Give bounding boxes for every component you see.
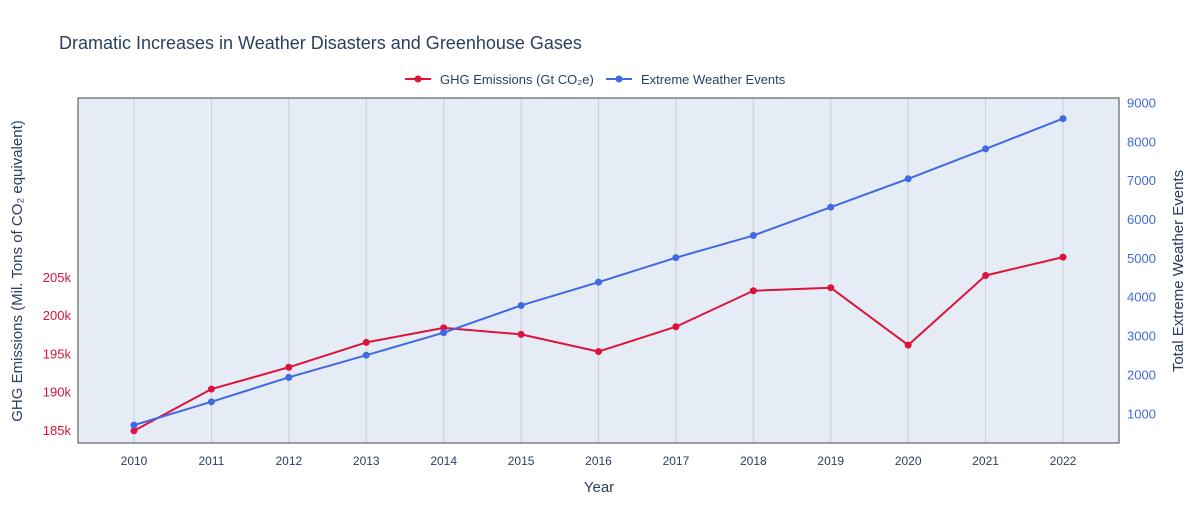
data-point-ghg-2016[interactable] <box>595 348 602 356</box>
right-y-tick-label-3000: 3000 <box>1127 329 1156 344</box>
left-y-axis-ticks: 185k 190k 195k 200k 205k <box>43 270 72 438</box>
data-point-ghg-2017[interactable] <box>672 323 680 331</box>
data-point-ghg-2021[interactable] <box>982 271 990 279</box>
plot-frame <box>77 97 1120 444</box>
x-tick-label-2020: 2020 <box>895 454 922 468</box>
data-point-ghg-2012[interactable] <box>285 363 293 371</box>
data-point-extreme-weather-2011[interactable] <box>207 398 215 406</box>
chart-legend: GHG Emissions (Gt CO₂e) Extreme Weather … <box>405 72 786 87</box>
x-tick-label-2016: 2016 <box>585 454 612 468</box>
data-point-ghg-2018[interactable] <box>749 287 757 295</box>
right-y-tick-label-5000: 5000 <box>1127 251 1156 266</box>
x-tick-label-2012: 2012 <box>275 454 302 468</box>
x-tick-label-2011: 2011 <box>199 454 225 468</box>
x-axis-ticks: 2010 2011 2012 2013 2014 2015 2016 2017 2018 2019… <box>121 454 1077 468</box>
x-tick-label-2010: 2010 <box>121 454 148 468</box>
data-point-extreme-weather-2010[interactable] <box>130 421 138 429</box>
data-point-ghg-2013[interactable] <box>362 338 370 346</box>
legend-label-ghg: GHG Emissions (Gt CO₂e) <box>440 72 594 87</box>
right-y-tick-label-8000: 8000 <box>1127 134 1156 149</box>
x-tick-label-2021: 2021 <box>972 454 999 468</box>
x-tick-label-2022: 2022 <box>1050 454 1077 468</box>
left-y-axis-title: GHG Emissions (Mil. Tons of CO₂ equivale… <box>9 120 26 421</box>
right-y-tick-label-1000: 1000 <box>1127 406 1156 421</box>
right-y-tick-label-6000: 6000 <box>1127 212 1156 227</box>
data-point-extreme-weather-2015[interactable] <box>517 301 525 309</box>
left-y-tick-label-185000: 185k <box>43 423 72 438</box>
right-y-axis-title: Total Extreme Weather Events <box>1170 170 1187 372</box>
data-point-extreme-weather-2017[interactable] <box>672 254 680 262</box>
data-point-extreme-weather-2012[interactable] <box>285 373 293 381</box>
left-y-tick-label-205000: 205k <box>43 270 72 285</box>
legend-item-ghg[interactable]: GHG Emissions (Gt CO₂e) <box>405 72 594 87</box>
data-point-extreme-weather-2022[interactable] <box>1059 115 1067 123</box>
right-y-tick-label-4000: 4000 <box>1127 290 1156 305</box>
x-tick-label-2014: 2014 <box>430 454 457 468</box>
x-tick-label-2019: 2019 <box>817 454 844 468</box>
right-y-tick-label-7000: 7000 <box>1127 173 1156 188</box>
legend-label-extreme-weather: Extreme Weather Events <box>641 72 786 87</box>
x-tick-label-2013: 2013 <box>353 454 380 468</box>
x-tick-label-2015: 2015 <box>508 454 535 468</box>
right-y-tick-label-2000: 2000 <box>1127 367 1156 382</box>
data-point-extreme-weather-2014[interactable] <box>440 329 448 337</box>
data-point-extreme-weather-2019[interactable] <box>827 203 835 211</box>
chart-title: Dramatic Increases in Weather Disasters … <box>59 33 582 53</box>
x-tick-label-2018: 2018 <box>740 454 767 468</box>
left-y-tick-label-190000: 190k <box>43 385 72 400</box>
data-point-ghg-2010[interactable] <box>130 427 138 435</box>
legend-marker-ghg <box>414 75 422 83</box>
data-point-extreme-weather-2021[interactable] <box>982 145 990 153</box>
data-point-ghg-2011[interactable] <box>207 385 215 393</box>
legend-item-extreme-weather[interactable]: Extreme Weather Events <box>606 72 786 87</box>
data-point-extreme-weather-2018[interactable] <box>749 232 757 240</box>
x-axis-title: Year <box>584 479 614 496</box>
data-point-extreme-weather-2016[interactable] <box>595 278 602 286</box>
series-layer <box>130 115 1067 435</box>
data-point-ghg-2020[interactable] <box>904 341 912 349</box>
right-y-axis-ticks: 1000 2000 3000 4000 5000 6000 7000 8000 9000 <box>1127 95 1156 421</box>
data-point-extreme-weather-2020[interactable] <box>904 175 912 183</box>
data-point-ghg-2022[interactable] <box>1059 253 1067 261</box>
grid-lines <box>133 98 1064 443</box>
data-point-ghg-2019[interactable] <box>827 284 835 292</box>
data-point-ghg-2015[interactable] <box>517 330 525 338</box>
data-point-ghg-2014[interactable] <box>440 324 448 332</box>
right-y-tick-label-9000: 9000 <box>1127 95 1156 110</box>
left-y-tick-label-200000: 200k <box>43 308 72 323</box>
legend-marker-extreme-weather <box>615 75 623 83</box>
data-point-extreme-weather-2013[interactable] <box>362 351 370 359</box>
x-tick-label-2017: 2017 <box>663 454 690 468</box>
left-y-tick-label-195000: 195k <box>43 346 72 361</box>
